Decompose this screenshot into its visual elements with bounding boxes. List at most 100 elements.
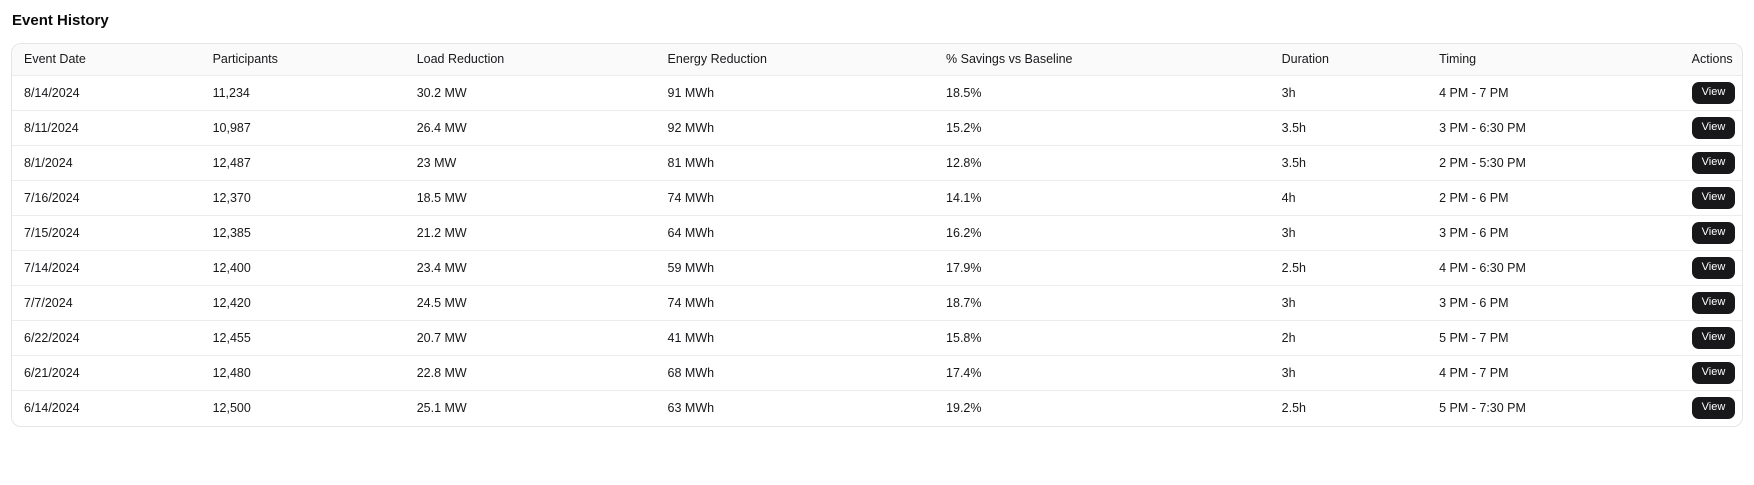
table-row: 6/22/2024 12,455 20.7 MW 41 MWh 15.8% 2h 5 PM … xyxy=(12,320,1742,356)
cell-actions: View xyxy=(1679,285,1742,321)
cell-event-date: 7/16/2024 xyxy=(12,180,201,216)
cell-duration: 3h xyxy=(1269,215,1428,251)
view-button[interactable]: View xyxy=(1691,81,1736,105)
cell-actions: View xyxy=(1679,250,1742,286)
cell-participants: 12,500 xyxy=(212,401,251,416)
cell-energy-reduction: 68 MWh xyxy=(655,355,935,391)
cell-timing: 4 PM - 6:30 PM xyxy=(1427,250,1680,286)
cell-savings-vs-baseline: 15.8% xyxy=(934,320,1270,356)
table-row: 6/14/2024 12,500 25.1 MW 63 MWh 19.2% 2.5h 5 P… xyxy=(12,391,1742,426)
cell-load-reduction: 18.5 MW xyxy=(404,180,656,216)
cell-event-date: 7/14/2024 xyxy=(12,250,201,286)
cell-event-date: 6/14/2024 xyxy=(24,401,80,416)
cell-load-reduction: 26.4 MW xyxy=(404,110,656,146)
cell-energy-reduction: 63 MWh xyxy=(667,401,715,416)
cell-duration: 3h xyxy=(1269,355,1428,391)
page: Event History Event Date Participants Load… xyxy=(11,12,1743,427)
cell-event-date: 6/21/2024 xyxy=(12,355,201,391)
column-header-savings-vs-baseline: % Savings vs Baseline xyxy=(934,43,1270,76)
column-header-timing: Timing xyxy=(1427,43,1680,76)
cell-actions: View xyxy=(1679,355,1742,391)
cell-duration: 4h xyxy=(1269,180,1428,216)
column-header-load-reduction: Load Reduction xyxy=(404,43,656,76)
view-button[interactable]: View xyxy=(1691,116,1736,140)
cell-duration: 2h xyxy=(1269,320,1428,356)
cell-duration: 3.5h xyxy=(1269,145,1428,181)
table-row: 7/14/2024 12,400 23.4 MW 59 MWh 17.9% 2.5h 4 P… xyxy=(12,250,1742,286)
event-history-table-card: Event Date Participants Load Reduction Ener… xyxy=(11,42,1743,427)
view-button[interactable]: View xyxy=(1691,186,1736,210)
cell-load-reduction: 21.2 MW xyxy=(404,215,656,251)
cell-participants: 12,385 xyxy=(200,215,405,251)
cell-energy-reduction: 41 MWh xyxy=(655,320,935,356)
table-row: 8/11/2024 10,987 26.4 MW 92 MWh 15.2% 3.5h 3 P… xyxy=(12,110,1742,146)
cell-participants: 12,370 xyxy=(200,180,405,216)
cell-duration: 2.5h xyxy=(1269,250,1428,286)
view-button[interactable]: View xyxy=(1691,361,1736,385)
cell-participants: 12,487 xyxy=(200,145,405,181)
table-row: 7/7/2024 12,420 24.5 MW 74 MWh 18.7% 3h 3 PM -… xyxy=(12,285,1742,321)
table-row: 8/1/2024 12,487 23 MW 81 MWh 12.8% 3.5h 2 PM -… xyxy=(12,145,1742,181)
cell-event-date: 6/22/2024 xyxy=(12,320,201,356)
cell-savings-vs-baseline: 15.2% xyxy=(934,110,1270,146)
view-button[interactable]: View xyxy=(1691,397,1736,420)
cell-savings-vs-baseline: 19.2% xyxy=(946,401,982,416)
cell-timing: 5 PM - 7 PM xyxy=(1427,320,1680,356)
cell-timing: 3 PM - 6 PM xyxy=(1427,215,1680,251)
view-button[interactable]: View xyxy=(1691,151,1736,175)
cell-savings-vs-baseline: 18.5% xyxy=(934,75,1270,111)
cell-participants: 10,987 xyxy=(200,110,405,146)
cell-savings-vs-baseline: 16.2% xyxy=(934,215,1270,251)
cell-timing: 3 PM - 6:30 PM xyxy=(1427,110,1680,146)
cell-energy-reduction: 81 MWh xyxy=(655,145,935,181)
cell-duration: 3.5h xyxy=(1269,110,1428,146)
cell-energy-reduction: 92 MWh xyxy=(655,110,935,146)
event-history-table: Event Date Participants Load Reduction Ener… xyxy=(12,43,1742,426)
column-header-event-date: Event Date xyxy=(12,43,201,76)
table-header-row: Event Date Participants Load Reduction Ener… xyxy=(12,43,1742,76)
view-button[interactable]: View xyxy=(1691,291,1736,315)
cell-actions: View xyxy=(1679,180,1742,216)
column-header-duration: Duration xyxy=(1269,43,1428,76)
cell-actions: View xyxy=(1679,215,1742,251)
cell-participants: 12,420 xyxy=(200,285,405,321)
cell-timing: 4 PM - 7 PM xyxy=(1427,75,1680,111)
cell-savings-vs-baseline: 17.9% xyxy=(934,250,1270,286)
cell-timing: 5 PM - 7:30 PM xyxy=(1439,401,1526,416)
cell-load-reduction: 24.5 MW xyxy=(404,285,656,321)
cell-load-reduction: 25.1 MW xyxy=(416,401,467,416)
column-header-actions: Actions xyxy=(1679,43,1742,76)
column-header-participants: Participants xyxy=(200,43,405,76)
cell-participants: 12,400 xyxy=(200,250,405,286)
cell-event-date: 8/1/2024 xyxy=(12,145,201,181)
cell-duration: 2.5h xyxy=(1281,401,1306,416)
cell-timing: 3 PM - 6 PM xyxy=(1427,285,1680,321)
cell-energy-reduction: 64 MWh xyxy=(655,215,935,251)
view-button[interactable]: View xyxy=(1691,221,1736,245)
cell-actions: View xyxy=(1680,391,1742,426)
cell-timing: 2 PM - 6 PM xyxy=(1427,180,1680,216)
cell-energy-reduction: 59 MWh xyxy=(655,250,935,286)
cell-duration: 3h xyxy=(1269,285,1428,321)
cell-participants: 12,455 xyxy=(200,320,405,356)
cell-load-reduction: 23.4 MW xyxy=(404,250,656,286)
column-header-energy-reduction: Energy Reduction xyxy=(655,43,935,76)
cell-actions: View xyxy=(1679,145,1742,181)
cell-load-reduction: 22.8 MW xyxy=(404,355,656,391)
cell-savings-vs-baseline: 12.8% xyxy=(934,145,1270,181)
cell-energy-reduction: 91 MWh xyxy=(655,75,935,111)
cell-timing: 4 PM - 7 PM xyxy=(1427,355,1680,391)
cell-savings-vs-baseline: 17.4% xyxy=(934,355,1270,391)
cell-participants: 11,234 xyxy=(200,75,405,111)
cell-actions: View xyxy=(1679,110,1742,146)
cell-event-date: 7/7/2024 xyxy=(12,285,201,321)
cell-event-date: 8/11/2024 xyxy=(12,110,201,146)
view-button[interactable]: View xyxy=(1691,326,1736,350)
cell-timing: 2 PM - 5:30 PM xyxy=(1427,145,1680,181)
cell-event-date: 8/14/2024 xyxy=(12,75,201,111)
table-row: 6/21/2024 12,480 22.8 MW 68 MWh 17.4% 3h 4 PM … xyxy=(12,355,1742,391)
table-body: 8/14/2024 11,234 30.2 MW 91 MWh 18.5% 3h 4 PM … xyxy=(12,75,1742,426)
cell-duration: 3h xyxy=(1269,75,1428,111)
view-button[interactable]: View xyxy=(1691,256,1736,280)
cell-load-reduction: 30.2 MW xyxy=(404,75,656,111)
